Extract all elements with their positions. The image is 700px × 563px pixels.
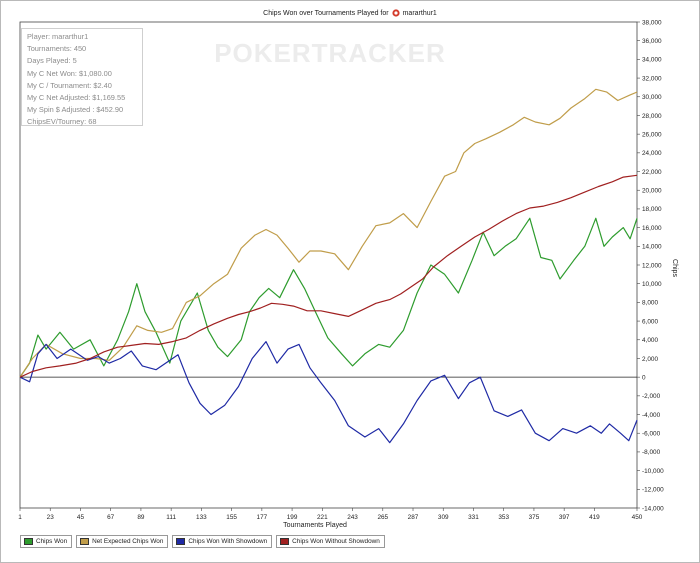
y-tick-label: 36,000 <box>642 38 662 45</box>
x-tick-label: 353 <box>498 514 509 521</box>
stat-tournaments: Tournaments: 450 <box>27 44 87 54</box>
series-line-0 <box>19 217 638 378</box>
x-tick-label: 419 <box>589 514 600 521</box>
legend-label: Chips Won With Showdown <box>188 538 268 545</box>
y-axis-label: Chips <box>671 259 678 277</box>
y-tick-label: 16,000 <box>642 225 662 232</box>
y-tick-label: 6,000 <box>642 318 658 325</box>
series-line-2 <box>19 341 638 444</box>
x-tick-label: 177 <box>257 514 268 521</box>
legend-item-with-showdown[interactable]: Chips Won With Showdown <box>172 535 273 548</box>
y-tick-label: 0 <box>642 374 646 381</box>
x-tick-label: 45 <box>77 514 85 521</box>
legend-item-net-expected[interactable]: Net Expected Chips Won <box>76 535 169 548</box>
x-tick-label: 67 <box>107 514 115 521</box>
y-tick-label: 10,000 <box>642 281 662 288</box>
x-tick-label: 133 <box>196 514 207 521</box>
y-tick-label: -10,000 <box>642 468 664 475</box>
pokertracker-logo-icon <box>391 9 400 17</box>
stat-chips-ev: ChipsEV/Tourney: 68 <box>27 117 97 127</box>
y-tick-label: 18,000 <box>642 206 662 213</box>
stat-net-adjusted: My C Net Adjusted: $1,169.55 <box>27 93 126 103</box>
series-layer <box>19 88 638 444</box>
series-line-3 <box>19 174 638 378</box>
legend-item-chips-won[interactable]: Chips Won <box>20 535 73 548</box>
x-axis-label: Tournaments Played <box>283 522 347 529</box>
legend-swatch-without-showdown <box>280 538 290 545</box>
x-tick-label: 265 <box>377 514 388 521</box>
y-tick-label: -4,000 <box>642 412 661 419</box>
y-tick-label: 32,000 <box>642 75 662 82</box>
x-tick-label: 23 <box>47 514 55 521</box>
y-tick-label: -8,000 <box>642 449 661 456</box>
y-tick-label: 8,000 <box>642 300 658 307</box>
x-tick-label: 450 <box>632 514 643 521</box>
y-tick-label: 14,000 <box>642 244 662 251</box>
y-tick-label: -12,000 <box>642 487 664 494</box>
y-tick-label: 38,000 <box>642 19 662 26</box>
legend-swatch-net-expected <box>80 538 90 545</box>
legend: Chips Won Net Expected Chips Won Chips W… <box>20 535 385 548</box>
x-tick-label: 287 <box>408 514 419 521</box>
stat-per-tournament: My C / Tournament: $2.40 <box>27 80 112 90</box>
legend-label: Chips Won <box>36 538 68 545</box>
x-tick-label: 199 <box>287 514 298 521</box>
watermark: POKERTRACKER <box>214 38 446 68</box>
chart-player-name: mararthur1 <box>402 9 437 17</box>
y-tick-label: 4,000 <box>642 337 658 344</box>
x-tick-label: 111 <box>166 514 176 521</box>
y-tick-label: -14,000 <box>642 505 664 512</box>
x-tick-label: 89 <box>137 514 145 521</box>
x-tick-label: 243 <box>347 514 358 521</box>
legend-swatch-chips-won <box>24 538 33 545</box>
y-tick-label: 26,000 <box>642 131 662 138</box>
y-tick-label: 2,000 <box>642 356 658 363</box>
y-tick-label: 24,000 <box>642 150 662 157</box>
stat-player: Player: mararthur1 <box>27 32 89 41</box>
legend-label: Net Expected Chips Won <box>92 538 164 545</box>
y-tick-label: 28,000 <box>642 113 662 120</box>
series-line-1 <box>19 88 638 378</box>
x-tick-label: 1 <box>18 514 22 521</box>
legend-item-without-showdown[interactable]: Chips Won Without Showdown <box>276 535 385 548</box>
chart-title-row: Chips Won over Tournaments Played for ma… <box>0 9 700 17</box>
chart-title: Chips Won over Tournaments Played for <box>263 9 389 17</box>
x-tick-label: 375 <box>529 514 540 521</box>
stats-panel: Player: mararthur1 Tournaments: 450 Days… <box>21 28 143 126</box>
y-tick-label: 22,000 <box>642 169 662 176</box>
legend-swatch-with-showdown <box>176 538 186 545</box>
y-tick-label: 30,000 <box>642 94 662 101</box>
y-tick-label: 20,000 <box>642 188 662 195</box>
x-tick-label: 331 <box>468 514 479 521</box>
y-tick-label: -6,000 <box>642 431 661 438</box>
legend-label: Chips Won Without Showdown <box>292 538 380 545</box>
stat-net-won: My C Net Won: $1,080.00 <box>27 68 112 78</box>
x-tick-label: 397 <box>559 514 570 521</box>
x-tick-label: 155 <box>226 514 237 521</box>
y-tick-label: 12,000 <box>642 262 662 269</box>
stat-days-played: Days Played: 5 <box>27 56 77 66</box>
axes-layer: -14,000 -12,000 -10,000 -8,000 -6,000 -4,000 -… <box>18 19 664 521</box>
y-tick-label: 34,000 <box>642 57 662 64</box>
y-tick-label: -2,000 <box>642 393 661 400</box>
x-tick-label: 309 <box>438 514 449 521</box>
x-tick-label: 221 <box>317 514 328 521</box>
stat-spin-adjusted: My Spin $ Adjusted : $452.90 <box>27 105 124 115</box>
